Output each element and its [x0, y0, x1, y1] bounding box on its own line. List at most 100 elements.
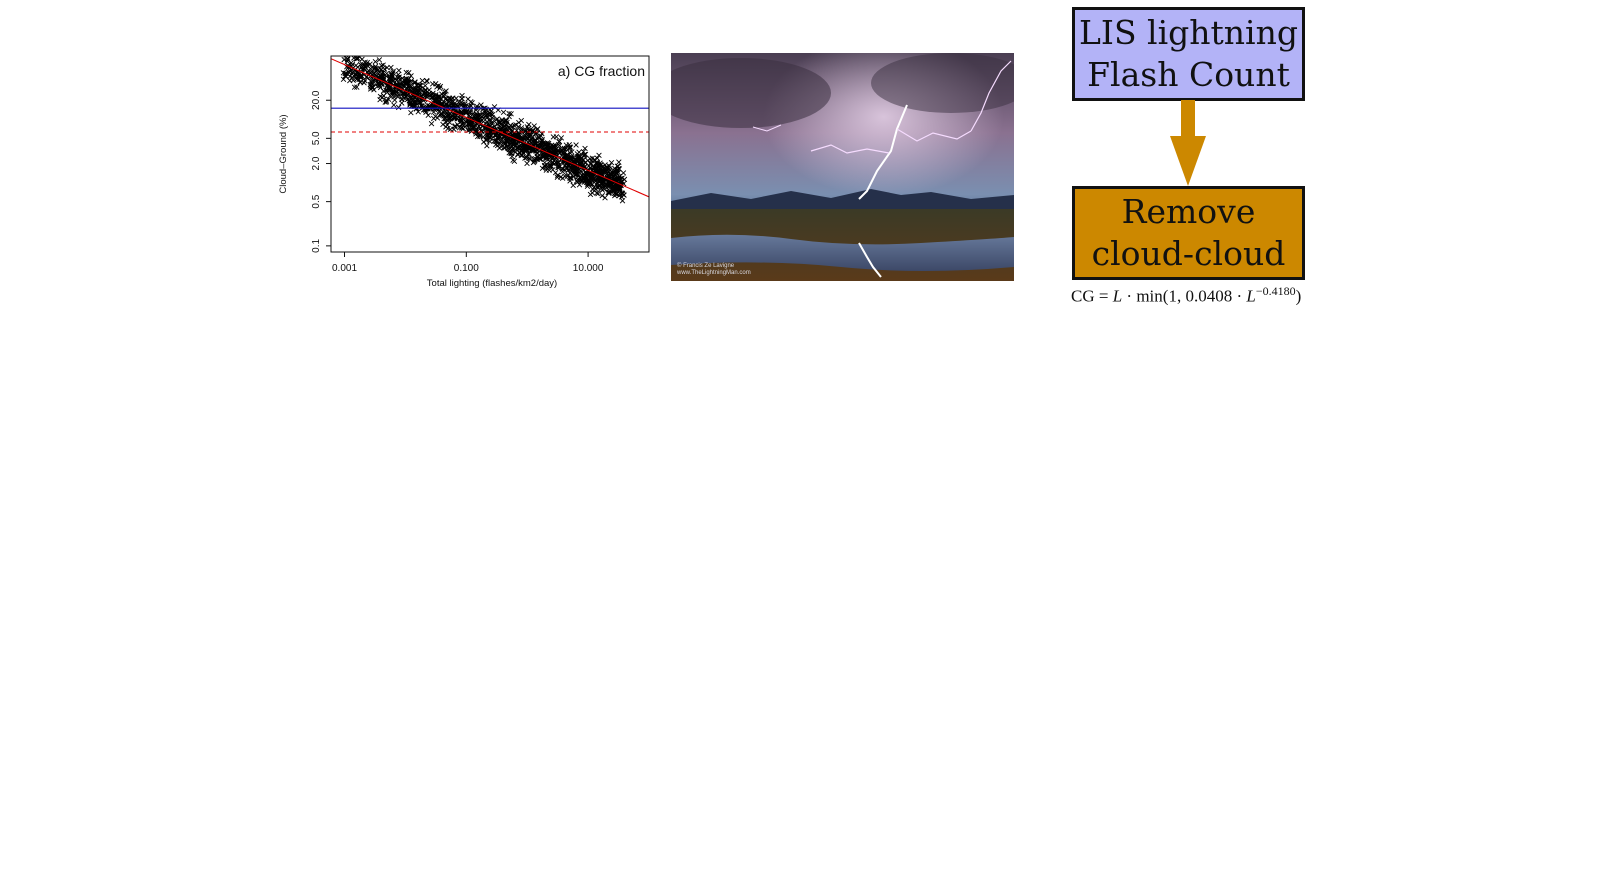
scatter-point	[581, 176, 588, 182]
scatter-point	[495, 136, 502, 142]
scatter-point	[550, 167, 556, 173]
scatter-point	[442, 111, 449, 117]
scatter-point	[505, 145, 512, 152]
scatter-point	[372, 58, 379, 65]
scatter-point	[422, 82, 428, 89]
scatter-point	[416, 97, 423, 103]
scatter-point	[360, 63, 366, 69]
scatter-point	[408, 77, 415, 84]
scatter-point	[488, 111, 494, 117]
scatter-point	[350, 70, 356, 76]
scatter-point	[547, 144, 554, 150]
scatter-point	[590, 164, 597, 170]
scatter-point	[345, 69, 352, 75]
scatter-point	[458, 118, 464, 125]
scatter-point	[403, 81, 410, 87]
scatter-point	[421, 89, 428, 95]
scatter-point	[345, 49, 350, 54]
scatter-point	[459, 124, 465, 131]
y-tick-label: 0.1	[311, 238, 322, 252]
scatter-point	[516, 150, 523, 156]
scatter-point	[365, 67, 372, 74]
scatter-point	[431, 115, 437, 122]
scatter-point	[463, 119, 469, 126]
scatter-point	[489, 114, 496, 121]
scatter-point	[476, 118, 483, 125]
scatter-point	[612, 192, 618, 199]
scatter-point	[354, 64, 361, 70]
scatter-point	[362, 78, 368, 84]
reference-lines	[331, 58, 649, 198]
scatter-point	[357, 79, 364, 86]
scatter-point	[474, 114, 480, 120]
scatter-point	[370, 78, 376, 84]
scatter-point	[484, 113, 491, 120]
scatter-point	[572, 171, 579, 178]
scatter-point	[343, 56, 349, 58]
scatter-point	[506, 124, 513, 130]
scatter-point	[411, 99, 417, 105]
scatter-point	[396, 74, 402, 80]
scatter-point	[582, 160, 588, 166]
scatter-point	[463, 108, 470, 115]
scatter-point	[407, 82, 414, 89]
scatter-point	[559, 166, 566, 172]
scatter-point	[606, 163, 612, 169]
scatter-point	[425, 112, 431, 118]
scatter-point	[522, 143, 529, 149]
scatter-point	[438, 111, 445, 117]
scatter-point	[550, 134, 557, 140]
scatter-point	[519, 148, 526, 154]
scatter-point	[555, 160, 562, 166]
scatter-point	[355, 56, 361, 57]
y-tick-label: 0.5	[311, 194, 322, 208]
scatter-point	[399, 75, 406, 82]
scatter-point	[486, 110, 493, 117]
scatter-point	[480, 110, 486, 117]
scatter-point	[602, 162, 608, 168]
scatter-point	[510, 142, 517, 148]
scatter-point	[408, 109, 414, 116]
scatter-point	[597, 160, 603, 166]
scatter-point	[467, 126, 473, 133]
scatter-point	[531, 123, 537, 129]
scatter-point	[395, 92, 402, 98]
scatter-point	[542, 162, 548, 169]
scatter-point	[443, 119, 449, 125]
scatter-point	[521, 147, 528, 154]
scatter-point	[518, 152, 524, 159]
scatter-point	[424, 78, 430, 85]
scatter-point	[531, 148, 537, 154]
scatter-point	[348, 60, 355, 66]
lis-box-line1: LIS lightning	[1079, 13, 1298, 52]
scatter-point	[446, 115, 452, 122]
formula-mid: · min(1, 0.0408 ·	[1122, 286, 1247, 306]
scatter-point	[512, 149, 519, 155]
scatter-point	[587, 165, 593, 171]
down-arrow-icon	[1170, 100, 1206, 186]
scatter-point	[468, 103, 474, 109]
scatter-point	[611, 174, 617, 180]
scatter-point	[591, 156, 598, 163]
scatter-point	[415, 109, 421, 115]
x-axis-label: Total lighting (flashes/km2/day)	[427, 278, 557, 289]
scatter-point	[461, 108, 467, 115]
scatter-point	[355, 56, 361, 62]
scatter-point	[431, 92, 437, 99]
scatter-point	[524, 147, 530, 154]
scatter-point	[590, 166, 596, 173]
scatter-point	[416, 89, 422, 95]
scatter-point	[525, 136, 532, 142]
scatter-point	[503, 138, 510, 145]
scatter-point	[515, 132, 521, 139]
scatter-point	[613, 183, 620, 190]
scatter-point	[529, 134, 536, 140]
scatter-point	[496, 145, 503, 151]
scatter-point	[597, 166, 604, 173]
scatter-point	[347, 73, 353, 80]
scatter-point	[575, 153, 582, 160]
y-axis: 0.1 0.5 2.0 5.0 20.0	[311, 90, 331, 253]
scatter-point	[374, 65, 380, 72]
scatter-point	[387, 74, 393, 81]
lis-box-line2: Flash Count	[1087, 55, 1290, 94]
